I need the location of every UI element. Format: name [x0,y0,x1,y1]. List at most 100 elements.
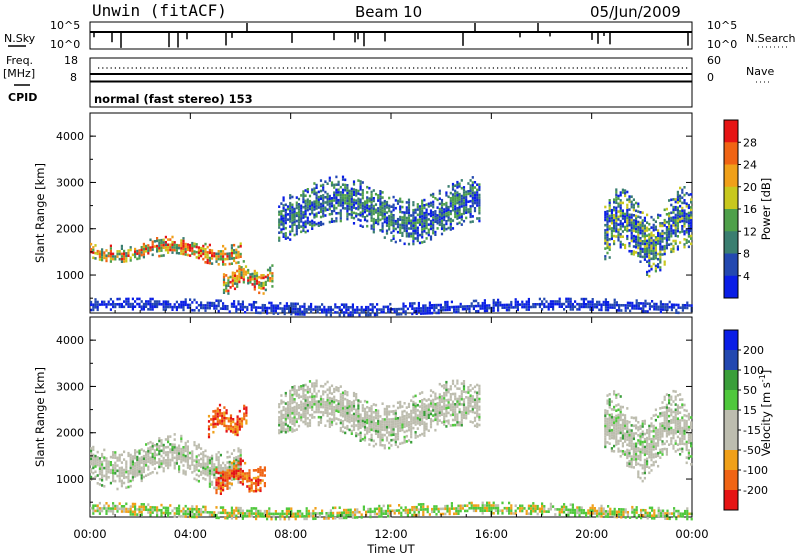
echo-cell [132,303,134,306]
echo-cell [454,385,456,388]
echo-cell [617,205,619,208]
echo-cell [470,384,472,387]
echo-cell [327,409,329,412]
echo-cell [434,395,436,398]
echo-cell [193,245,195,248]
echo-cell [410,214,412,217]
echo-cell [212,426,214,429]
echo-cell [615,188,617,191]
echo-cell [677,191,679,194]
echo-cell [245,409,247,412]
echo-cell [550,305,552,308]
echo-cell [156,247,158,250]
echo-cell [470,195,472,198]
echo-cell [134,475,136,478]
echo-cell [307,401,309,404]
echo-cell [221,417,223,420]
echo-cell [454,205,456,208]
echo-cell [401,416,403,419]
echo-cell [563,303,565,306]
echo-cell [123,458,125,461]
echo-cell [622,453,624,456]
echo-cell [327,402,329,405]
echo-cell [388,220,390,223]
echo-cell [686,302,688,305]
echo-cell [461,419,463,422]
echo-cell [426,415,428,418]
echo-cell [211,302,213,305]
echo-cell [353,222,355,225]
echo-cell [459,196,461,199]
echo-cell [217,415,219,418]
echo-cell [626,206,628,209]
echo-cell [459,222,461,225]
echo-cell [497,309,499,312]
echo-cell [450,223,452,226]
echo-cell [333,199,335,202]
echo-cell [384,216,386,219]
echo-cell [497,307,499,310]
echo-cell [441,421,443,424]
echo-cell [686,231,688,234]
echo-cell [143,468,145,471]
echo-cell [325,311,327,314]
echo-cell [226,308,228,311]
echo-cell [373,424,375,427]
echo-cell [307,219,309,222]
echo-cell [419,400,421,403]
echo-cell [613,217,615,220]
echo-cell [316,400,318,403]
echo-cell [333,396,335,399]
echo-cell [285,237,287,240]
echo-cell [178,306,180,309]
echo-cell [230,417,232,420]
echo-cell [247,272,249,275]
echo-cell [633,305,635,308]
echo-cell [476,384,478,387]
echo-cell [237,455,239,458]
echo-cell [478,385,480,388]
echo-cell [620,416,622,419]
echo-cell [296,230,298,233]
echo-cell [476,410,478,413]
echo-cell [313,187,315,190]
echo-cell [565,298,567,301]
echo-cell [368,210,370,213]
echo-cell [399,429,401,432]
echo-cell [215,412,217,415]
echo-cell [688,235,690,238]
echo-cell [476,397,478,400]
echo-cell [152,455,154,458]
echo-cell [300,403,302,406]
echo-cell [688,304,690,307]
echo-cell [222,489,224,492]
echo-cell [333,191,335,194]
echo-cell [438,309,440,312]
echo-cell [626,227,628,230]
echo-cell [465,198,467,201]
echo-cell [371,214,373,217]
echo-cell [452,196,454,199]
echo-cell [454,213,456,216]
echo-cell [101,484,103,487]
echo-cell [307,201,309,204]
echo-cell [327,203,329,206]
echo-cell [461,421,463,424]
echo-cell [382,212,384,215]
echo-cell [344,202,346,205]
echo-cell [439,383,441,386]
echo-cell [463,191,465,194]
echo-cell [646,250,648,253]
echo-cell [585,306,587,309]
echo-cell [635,417,637,420]
echo-cell [309,424,311,427]
echo-cell [426,224,428,227]
echo-cell [313,182,315,185]
echo-cell [517,306,519,309]
echo-cell [220,454,222,457]
echo-cell [622,304,624,307]
echo-cell [209,480,211,483]
echo-cell [127,300,129,303]
echo-cell [628,442,630,445]
echo-cell [235,308,237,311]
